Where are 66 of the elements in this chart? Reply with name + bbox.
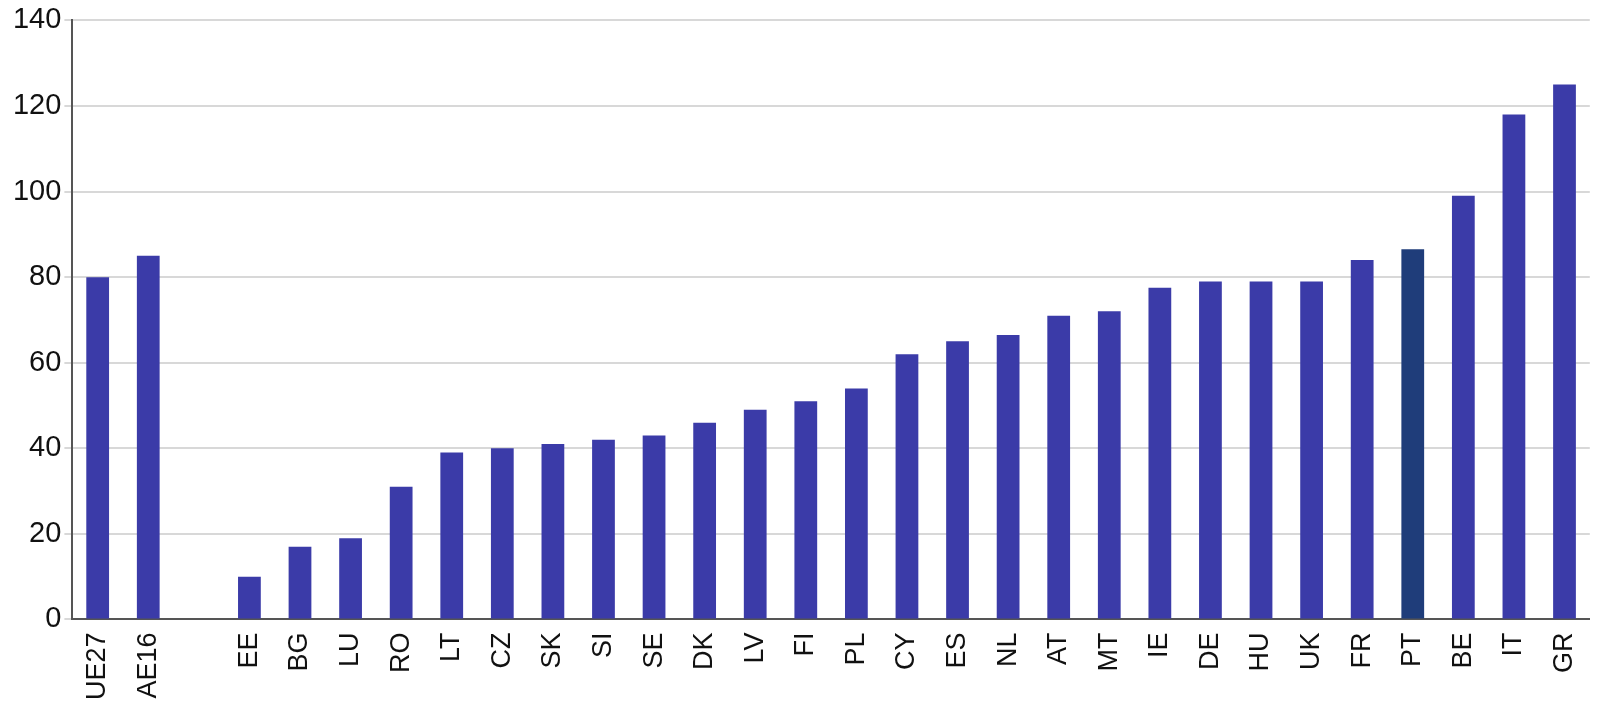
bar (389, 486, 413, 619)
bar (136, 255, 160, 619)
bar (238, 576, 261, 619)
x-tick-label: CZ (485, 632, 516, 669)
x-tick-label: LT (435, 632, 466, 662)
y-tick-label: 60 (29, 344, 62, 377)
bar (794, 401, 818, 619)
bar (1350, 260, 1374, 619)
bar (592, 439, 615, 619)
bar (541, 444, 565, 619)
y-tick-label: 140 (12, 2, 62, 35)
x-tick-label: AE16 (131, 632, 162, 699)
bar (1502, 114, 1526, 619)
bar (946, 341, 969, 619)
bar (1249, 281, 1273, 619)
bar (339, 538, 362, 619)
bar (743, 409, 767, 619)
x-tick-label: BG (283, 632, 314, 672)
x-tick-label: SI (586, 632, 617, 658)
x-tick-label: EE (232, 632, 263, 669)
x-tick-label: SK (536, 632, 567, 669)
y-tick-label: 0 (45, 601, 62, 634)
x-tick-label: DK (688, 632, 719, 670)
x-tick-label: FR (1345, 632, 1376, 669)
x-tick-label: IE (1143, 632, 1174, 658)
bar (1553, 84, 1576, 619)
y-tick-label: 120 (12, 87, 62, 120)
bar (288, 546, 312, 619)
y-tick-label: 40 (29, 430, 62, 463)
bar (490, 448, 514, 619)
x-tick-label: SE (637, 632, 668, 669)
x-tick-label: LU (334, 632, 365, 667)
bar (1451, 195, 1475, 619)
x-tick-label: DE (1193, 632, 1224, 670)
x-tick-label: MT (1092, 632, 1123, 672)
bar (440, 452, 464, 619)
bar (1199, 281, 1222, 619)
x-tick-label: AT (1042, 632, 1073, 665)
x-tick-label: UK (1295, 632, 1326, 670)
bar (1300, 281, 1323, 619)
x-tick-label: UE27 (81, 632, 112, 701)
x-tick-label: PT (1396, 632, 1427, 667)
y-tick-label: 20 (29, 515, 62, 548)
x-tick-label: IT (1497, 632, 1528, 657)
bar (1401, 249, 1425, 619)
bar (1097, 311, 1121, 619)
bar (693, 422, 717, 619)
x-tick-label: HU (1244, 632, 1275, 672)
x-tick-label: RO (384, 632, 415, 673)
bar (1148, 287, 1172, 619)
bar (895, 354, 919, 619)
x-tick-label: FI (789, 632, 820, 657)
bar (1047, 315, 1071, 619)
y-tick-label: 100 (12, 173, 62, 206)
x-tick-label: GR (1547, 632, 1578, 673)
x-tick-label: BE (1446, 632, 1477, 669)
bar (845, 388, 868, 619)
x-tick-label: CY (890, 632, 921, 670)
x-tick-label: NL (991, 632, 1022, 667)
x-tick-label: LV (738, 632, 769, 664)
x-tick-label: PL (839, 632, 870, 666)
bar (996, 334, 1020, 619)
y-tick-label: 80 (29, 259, 62, 292)
bar (642, 435, 666, 619)
bar (86, 277, 110, 619)
x-tick-label: ES (940, 632, 971, 669)
